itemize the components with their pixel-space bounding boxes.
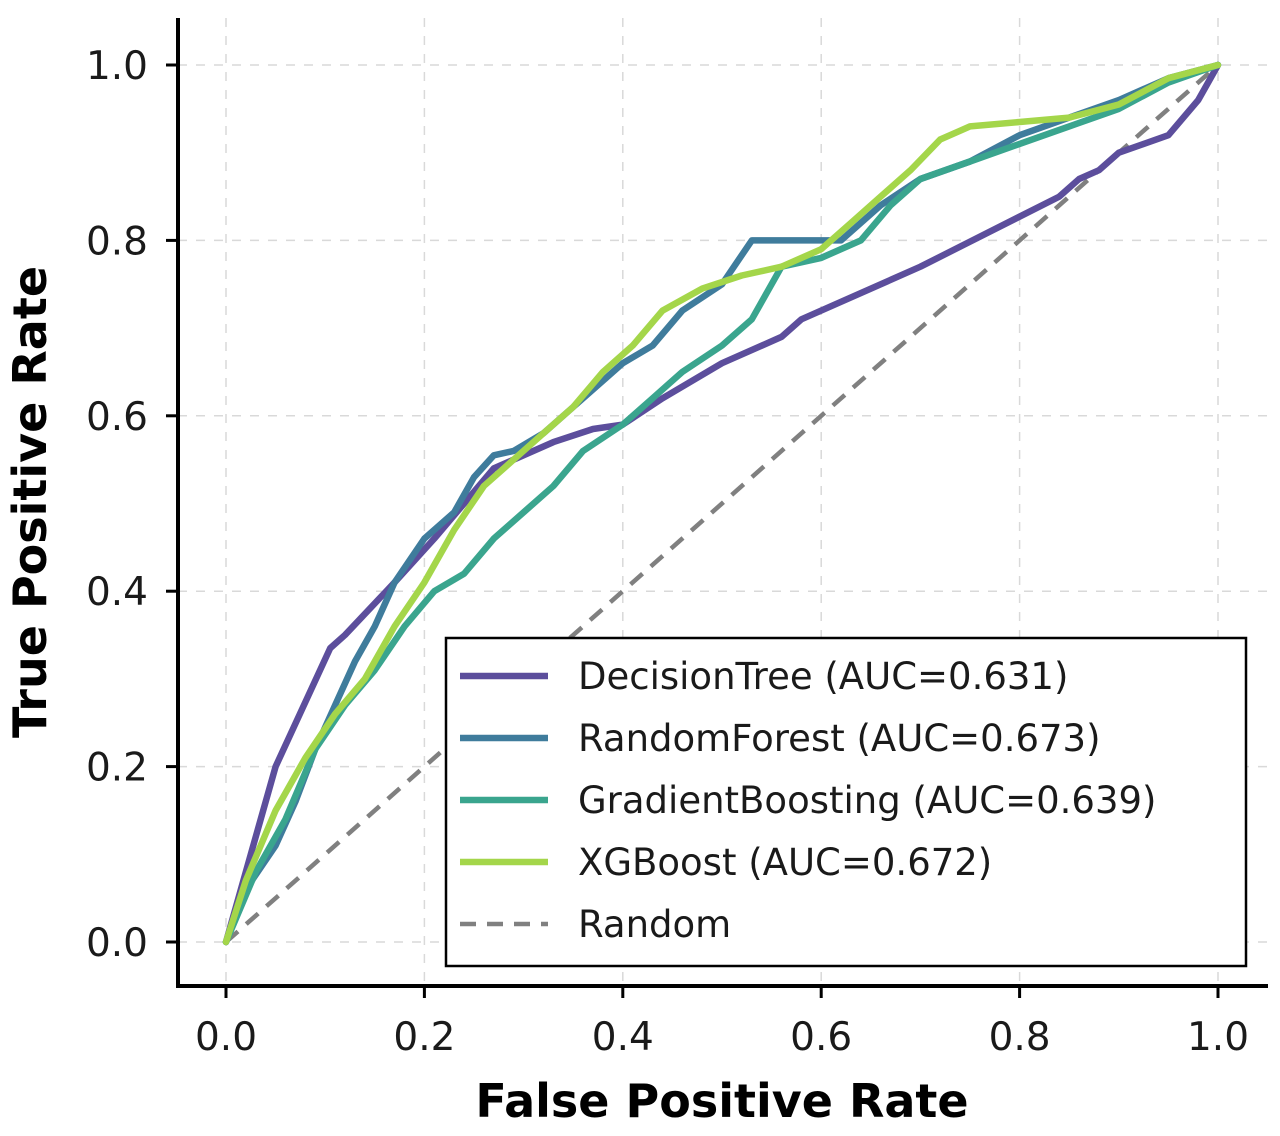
legend-box bbox=[444, 636, 1248, 968]
y-tick-label: 0.0 bbox=[86, 921, 148, 966]
ticks: 0.0 0.2 0.4 0.6 0.8 1.0 0.0 0.2 0.4 0.6 0.8 1.0 bbox=[86, 44, 1249, 1060]
series-line-0 bbox=[222, 61, 1222, 946]
x-tick-label: 0.8 bbox=[989, 1015, 1051, 1060]
legend-label-4: Random bbox=[578, 903, 731, 946]
legend-label-0: DecisionTree (AUC=0.631) bbox=[578, 655, 1068, 698]
y-axis-title: True Positive Rate bbox=[3, 266, 57, 738]
y-tick-label: 0.2 bbox=[86, 746, 148, 791]
legend-label-1: RandomForest (AUC=0.673) bbox=[578, 717, 1101, 760]
y-tick-label: 0.6 bbox=[86, 395, 148, 440]
x-tick-label: 0.6 bbox=[790, 1015, 852, 1060]
x-tick-label: 1.0 bbox=[1187, 1015, 1249, 1060]
y-tick-label: 1.0 bbox=[86, 44, 148, 89]
y-tick-label: 0.8 bbox=[86, 219, 148, 264]
x-tick-label: 0.2 bbox=[393, 1015, 455, 1060]
legend-label-2: GradientBoosting (AUC=0.639) bbox=[578, 779, 1157, 822]
series-line-3 bbox=[222, 61, 1222, 946]
legend-label-3: XGBoost (AUC=0.672) bbox=[578, 841, 992, 884]
x-tick-label: 0.4 bbox=[592, 1015, 654, 1060]
x-tick-label: 0.0 bbox=[195, 1015, 257, 1060]
series-line-4 bbox=[224, 63, 1220, 944]
x-axis-title: False Positive Rate bbox=[475, 1074, 968, 1128]
y-tick-label: 0.4 bbox=[86, 570, 148, 615]
series-layer bbox=[222, 61, 1222, 946]
legend: DecisionTree (AUC=0.631) RandomForest (AU… bbox=[444, 636, 1248, 968]
